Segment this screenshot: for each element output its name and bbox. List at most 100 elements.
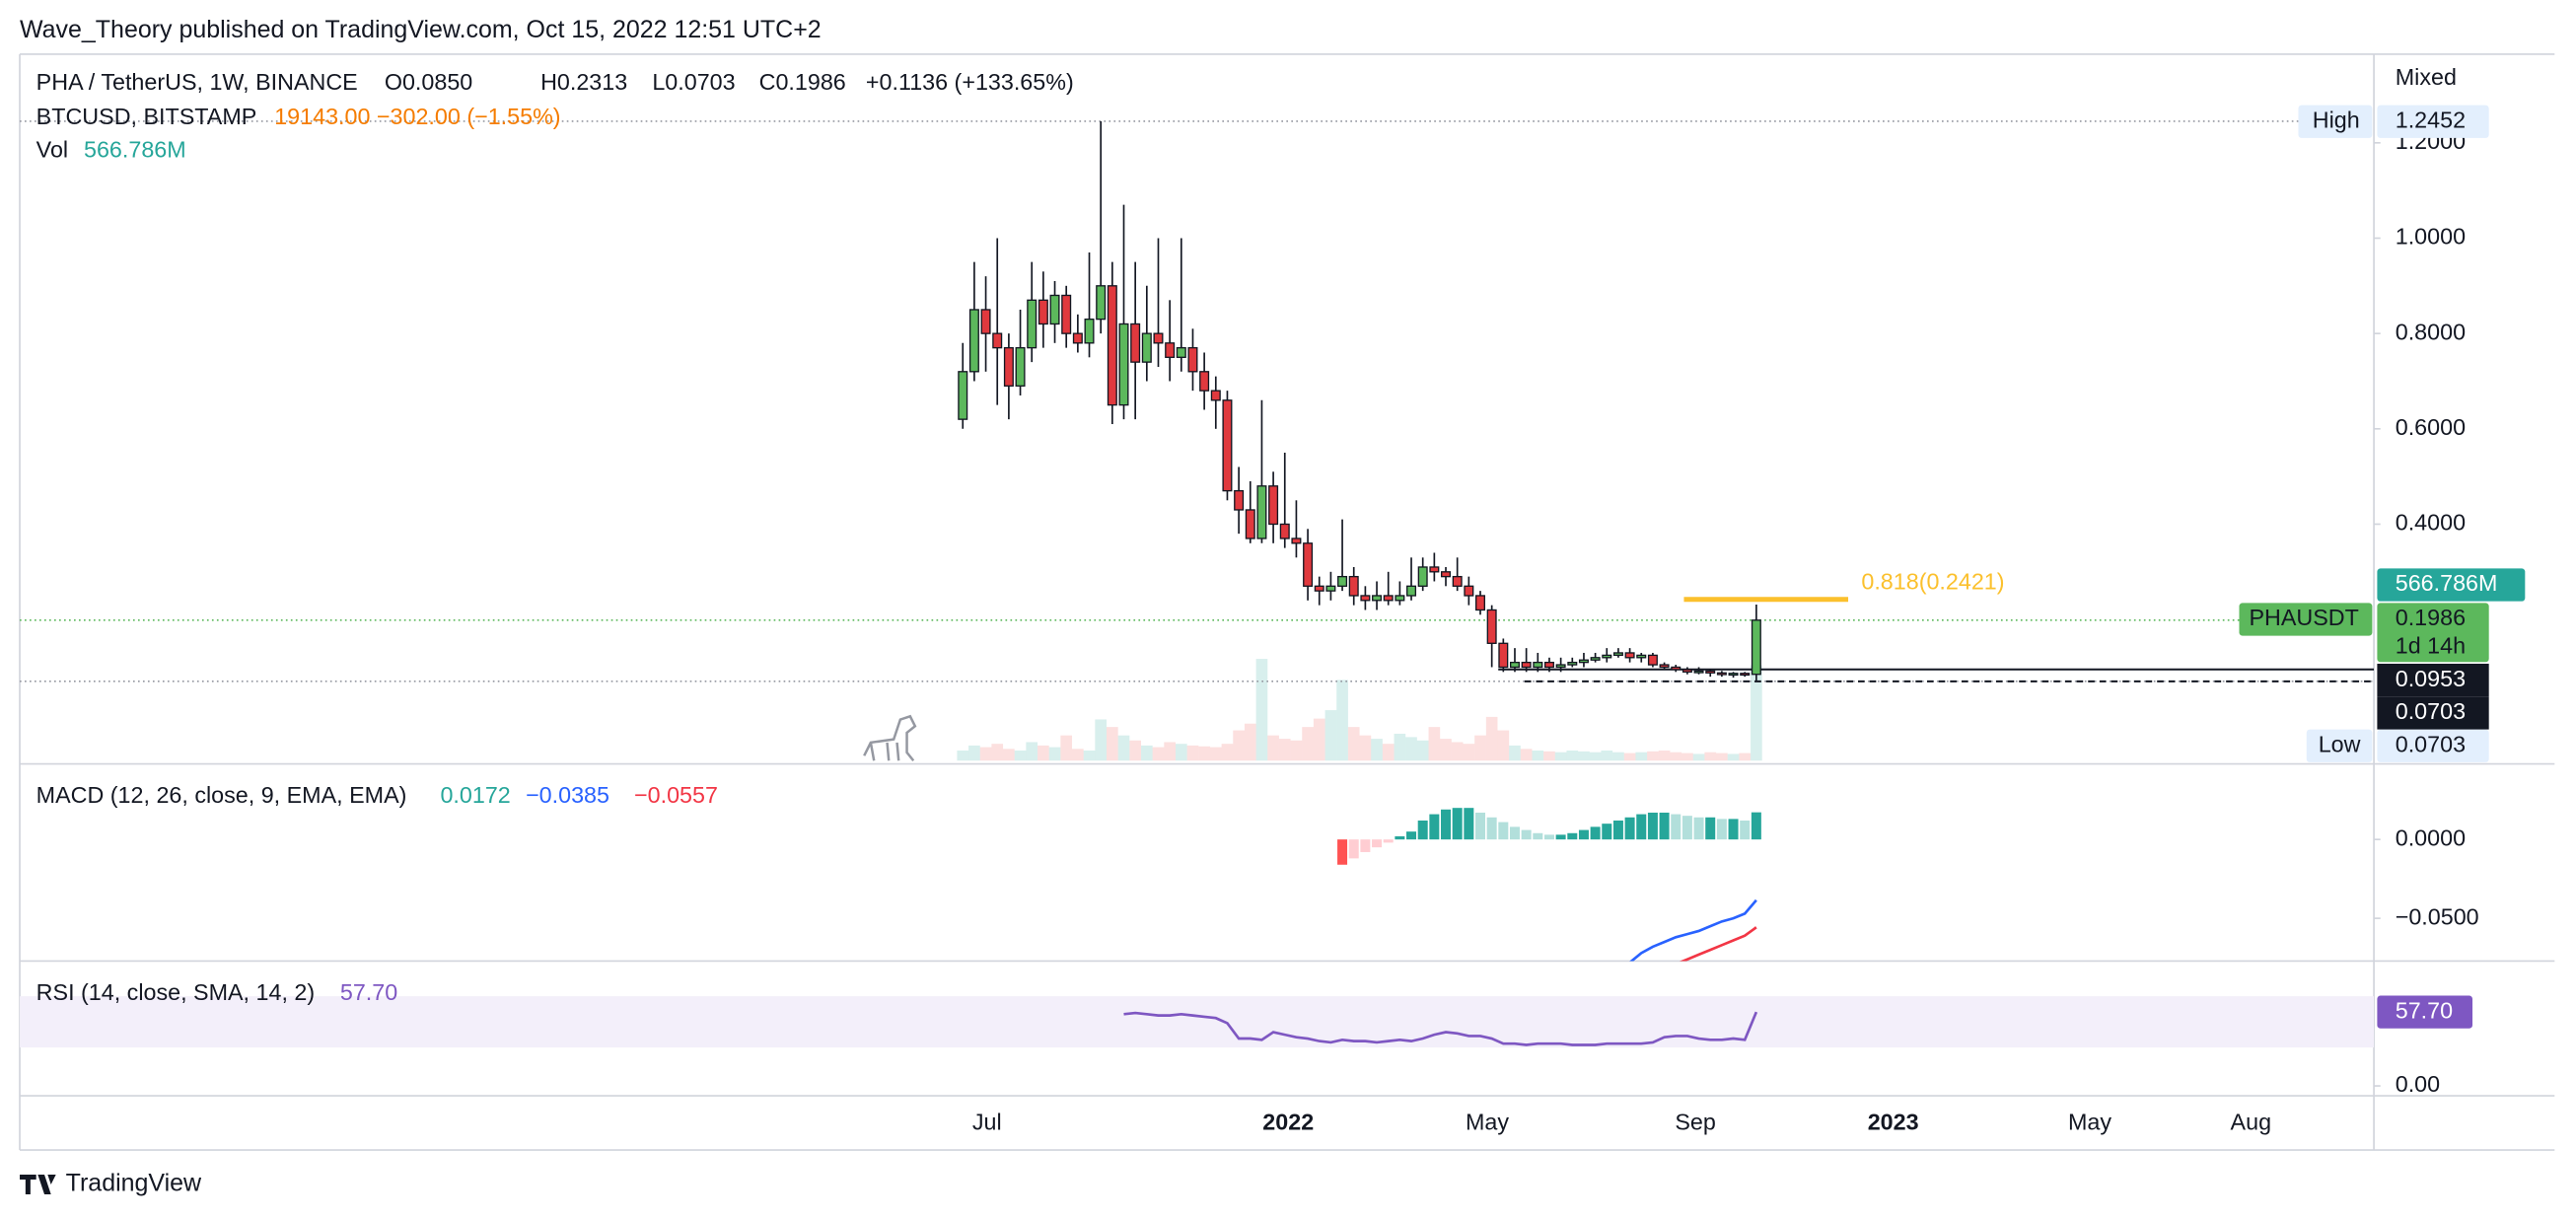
overlay: Jul 2022 May Sep 2023 May Aug1.20001.00000.800… xyxy=(36,64,2526,1135)
candle-body xyxy=(1210,390,1221,401)
volume-bar xyxy=(1635,752,1648,761)
candle-body xyxy=(1475,595,1485,611)
macd-histogram-bar xyxy=(1728,819,1739,840)
candle-body xyxy=(1118,323,1129,406)
volume-bar xyxy=(1359,735,1372,761)
candle-body xyxy=(1279,523,1290,539)
candle-body xyxy=(1417,566,1428,587)
volume-bar xyxy=(1175,744,1187,761)
volume-bar xyxy=(1209,747,1222,761)
macd-legend-value: −0.0557 xyxy=(634,782,718,808)
volume-tag-bg xyxy=(2377,568,2526,602)
candle-body xyxy=(1659,664,1670,669)
candle-body xyxy=(1256,485,1267,539)
volume-bar xyxy=(1107,727,1118,761)
macd-histogram-bar xyxy=(1348,839,1359,859)
compare-values: 19143.00 −302.00 (−1.55%) xyxy=(274,104,560,129)
x-tick-label: May xyxy=(2068,1110,2111,1135)
volume-bar xyxy=(1578,751,1590,761)
candle-body xyxy=(1521,661,1532,669)
macd-histogram-bar xyxy=(1486,817,1497,840)
macd-histogram-bar xyxy=(1452,808,1463,840)
rsi-line xyxy=(1123,1011,1758,1046)
volume-bar xyxy=(1739,753,1752,761)
macd-histogram-bar xyxy=(1417,820,1428,840)
volume-bar xyxy=(1060,735,1073,761)
volume-bar xyxy=(1164,742,1176,761)
rsi-pane xyxy=(20,996,2375,1048)
candle-body xyxy=(1671,666,1682,671)
high-value: 1.2452 xyxy=(2396,107,2466,132)
rsi-tag: 57.70 xyxy=(2396,997,2453,1023)
y-tick-label: 0.00 xyxy=(2396,1071,2440,1097)
candle-body xyxy=(1245,509,1255,539)
x-tick-label: 2023 xyxy=(1868,1110,1919,1135)
x-tick-label: Jul xyxy=(972,1110,1002,1135)
volume-bar xyxy=(1140,745,1153,761)
price-pane xyxy=(20,120,2375,761)
candle-body xyxy=(1130,323,1141,363)
volume-bar xyxy=(1014,751,1027,761)
volume-bar xyxy=(1267,735,1279,761)
volume-bar xyxy=(968,745,980,761)
macd-histogram-bar xyxy=(1636,814,1647,840)
publisher-header: Wave_Theory published on TradingView.com… xyxy=(20,16,822,43)
macd-histogram-bar xyxy=(1372,839,1383,848)
volume-bar xyxy=(1083,751,1096,761)
y-tick-label: 0.4000 xyxy=(2396,510,2466,536)
candle-body xyxy=(1165,342,1176,358)
macd-pane xyxy=(1337,808,1761,962)
volume-bar xyxy=(1589,752,1602,761)
candle-body xyxy=(1176,346,1186,358)
macd-legend-value: −0.0385 xyxy=(526,782,609,808)
volume-bar xyxy=(1186,745,1199,761)
macd-histogram-bar xyxy=(1337,839,1348,865)
candle-body xyxy=(1107,285,1117,406)
macd-histogram-bar xyxy=(1395,835,1405,840)
macd-histogram-bar xyxy=(1705,817,1716,840)
volume-bar xyxy=(1255,659,1268,761)
candle-body xyxy=(1612,652,1623,657)
y-tick-label: 1.0000 xyxy=(2396,224,2466,250)
volume-bar xyxy=(1038,745,1049,761)
volume-bar xyxy=(1682,753,1693,761)
candle-body xyxy=(1314,585,1324,592)
legend-title: PHA / TetherUS, 1W, BINANCE xyxy=(36,69,358,95)
volume-bar xyxy=(1394,733,1406,761)
volume-bar xyxy=(1072,749,1084,761)
volume-bar xyxy=(1623,753,1636,761)
volume-bar xyxy=(1751,665,1762,761)
candle-body xyxy=(1624,652,1635,659)
macd-histogram-bar xyxy=(1360,839,1371,852)
macd-histogram-bar xyxy=(1590,826,1601,840)
candle-body xyxy=(1027,299,1038,349)
candle-body xyxy=(1337,575,1348,587)
volume-tag: 566.786M xyxy=(2396,570,2498,596)
level-tag-bg xyxy=(2377,696,2489,730)
macd-histogram-bar xyxy=(1429,814,1440,840)
macd-line xyxy=(1680,926,1757,962)
volume-bar xyxy=(1474,735,1486,761)
macd-histogram-bar xyxy=(1383,839,1394,843)
y-tick-label: −0.0500 xyxy=(2396,903,2479,929)
candle-body xyxy=(1072,332,1083,344)
volume-bar xyxy=(1405,737,1417,761)
volume-bar xyxy=(1532,751,1544,761)
candle-body xyxy=(1590,657,1601,661)
volume-bar xyxy=(1221,744,1234,761)
candle-body xyxy=(1751,619,1761,676)
volume-bar xyxy=(1129,740,1141,761)
low-label: Low xyxy=(2319,731,2361,756)
volume-bar xyxy=(1497,730,1510,761)
macd-title: MACD (12, 26, close, 9, EMA, EMA) xyxy=(36,782,407,808)
legend-value: +0.1136 (+133.65%) xyxy=(866,69,1074,95)
low-value-bg xyxy=(2377,729,2489,762)
volume-bar xyxy=(1716,753,1728,761)
x-tick-label: Sep xyxy=(1675,1110,1715,1135)
candle-body xyxy=(1728,673,1739,677)
candle-body xyxy=(1084,318,1095,344)
high-label: High xyxy=(2313,107,2360,132)
volume-bar xyxy=(1647,751,1659,761)
candle-body xyxy=(1141,332,1152,363)
